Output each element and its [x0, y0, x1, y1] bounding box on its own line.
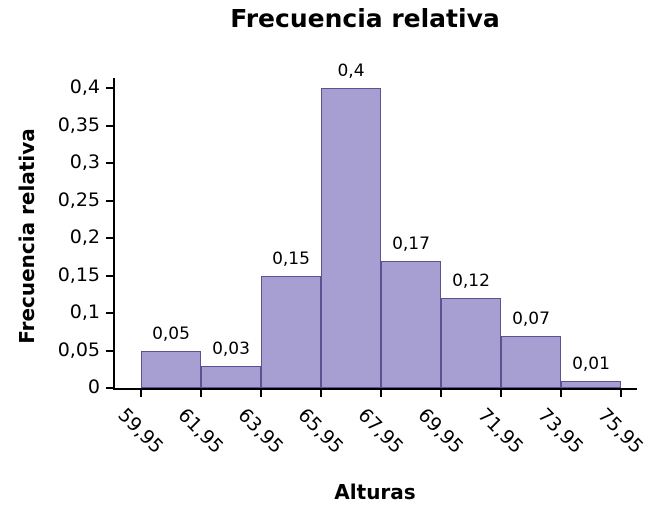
x-tick-label: 59,95	[113, 404, 168, 459]
y-tick-label: 0,35	[57, 113, 100, 136]
y-tick-label: 0,15	[57, 263, 100, 286]
bar-value-label: 0,17	[392, 233, 430, 254]
x-tick-mark	[620, 388, 622, 397]
y-tick-label: 0,25	[57, 188, 100, 211]
x-tick-mark	[260, 388, 262, 397]
y-tick-mark	[106, 162, 115, 164]
bar-value-label: 0,15	[272, 248, 310, 269]
histogram-bar	[141, 350, 201, 388]
x-axis-line	[113, 388, 637, 390]
x-tick-label: 75,95	[593, 404, 648, 459]
x-tick-label: 67,95	[353, 404, 408, 459]
x-tick-mark	[200, 388, 202, 397]
y-tick-mark	[106, 274, 115, 277]
y-tick-mark	[106, 124, 115, 127]
x-tick-mark	[560, 388, 562, 397]
y-tick-mark	[106, 387, 115, 389]
y-tick-mark	[106, 349, 115, 352]
histogram-bar	[201, 365, 261, 388]
y-axis-line	[113, 78, 115, 390]
y-tick-mark	[106, 199, 115, 202]
x-tick-mark	[380, 388, 382, 397]
histogram-bar	[321, 88, 381, 388]
y-tick-mark	[106, 87, 115, 89]
histogram-bar	[501, 335, 561, 388]
x-tick-mark	[440, 388, 442, 397]
histogram-bar	[261, 275, 321, 388]
histogram-bar	[381, 260, 441, 388]
bar-value-label: 0,05	[152, 323, 190, 344]
x-tick-label: 69,95	[413, 404, 468, 459]
x-tick-mark	[500, 388, 502, 397]
x-axis-label: Alturas	[334, 480, 416, 504]
x-tick-label: 63,95	[233, 404, 288, 459]
histogram-bar	[561, 380, 621, 388]
y-tick-label: 0	[87, 376, 100, 398]
bar-value-label: 0,01	[572, 353, 610, 374]
x-tick-label: 71,95	[473, 404, 528, 459]
y-tick-mark	[106, 237, 115, 239]
x-tick-label: 61,95	[173, 404, 228, 459]
y-tick-label: 0,3	[69, 151, 100, 173]
bar-value-label: 0,07	[512, 308, 550, 329]
y-tick-label: 0,2	[69, 226, 100, 248]
y-tick-mark	[106, 312, 115, 314]
bar-value-label: 0,12	[452, 271, 490, 291]
x-tick-label: 65,95	[293, 404, 348, 459]
y-tick-label: 0,4	[69, 76, 100, 98]
bar-value-label: 0,4	[337, 61, 365, 81]
x-tick-label: 73,95	[533, 404, 588, 459]
x-tick-mark	[140, 388, 142, 397]
chart-title: Frecuencia relativa	[230, 4, 500, 33]
y-tick-label: 0,1	[69, 301, 100, 323]
y-tick-label: 0,05	[57, 338, 100, 361]
bar-value-label: 0,03	[212, 338, 250, 359]
histogram-bar	[441, 298, 501, 388]
x-tick-mark	[320, 388, 322, 397]
